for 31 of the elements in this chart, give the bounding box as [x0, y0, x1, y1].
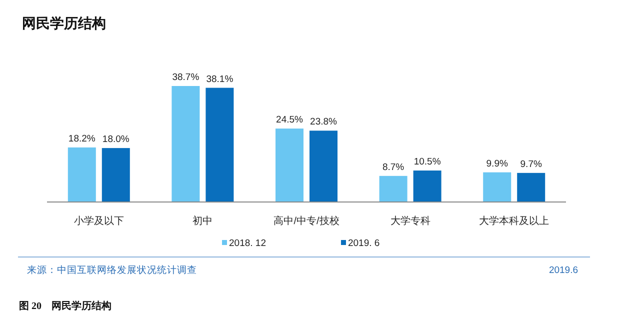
data-label: 9.7%: [520, 158, 542, 170]
bar: [413, 170, 442, 202]
data-label: 38.7%: [172, 72, 200, 83]
source-note: 来源：中国互联网络发展状况统计调查: [27, 264, 197, 276]
x-tick-label: 高中/中专/技校: [274, 215, 340, 227]
data-label: 18.2%: [68, 133, 96, 144]
data-label: 10.5%: [414, 156, 442, 168]
x-tick-label: 大学本科及以上: [479, 215, 550, 227]
legend-label: 2018. 12: [229, 238, 266, 249]
bar: [172, 86, 200, 202]
data-label: 18.0%: [102, 134, 130, 146]
chart-title: 网民学历结构: [22, 16, 106, 32]
bar: [517, 172, 546, 202]
bar: [483, 172, 512, 202]
bar: [102, 148, 130, 202]
bar: [310, 130, 338, 202]
bar: [206, 88, 234, 202]
legend-label: 2019. 6: [348, 238, 380, 249]
x-tick-label: 小学及以下: [74, 215, 124, 227]
data-label: 23.8%: [310, 116, 338, 128]
bar: [68, 147, 96, 202]
text: 2019.6: [548, 265, 578, 276]
x-tick-label: 大学专科: [390, 215, 430, 227]
bar: [276, 128, 304, 202]
data-label: 9.9%: [486, 158, 508, 170]
bar: [379, 176, 408, 202]
caption: 图 20 网民学历结构: [19, 300, 112, 312]
x-tick-label: 初中: [192, 215, 213, 227]
data-label: 8.7%: [382, 162, 405, 173]
data-label: 24.5%: [276, 114, 304, 126]
data-label: 38.1%: [206, 74, 234, 85]
